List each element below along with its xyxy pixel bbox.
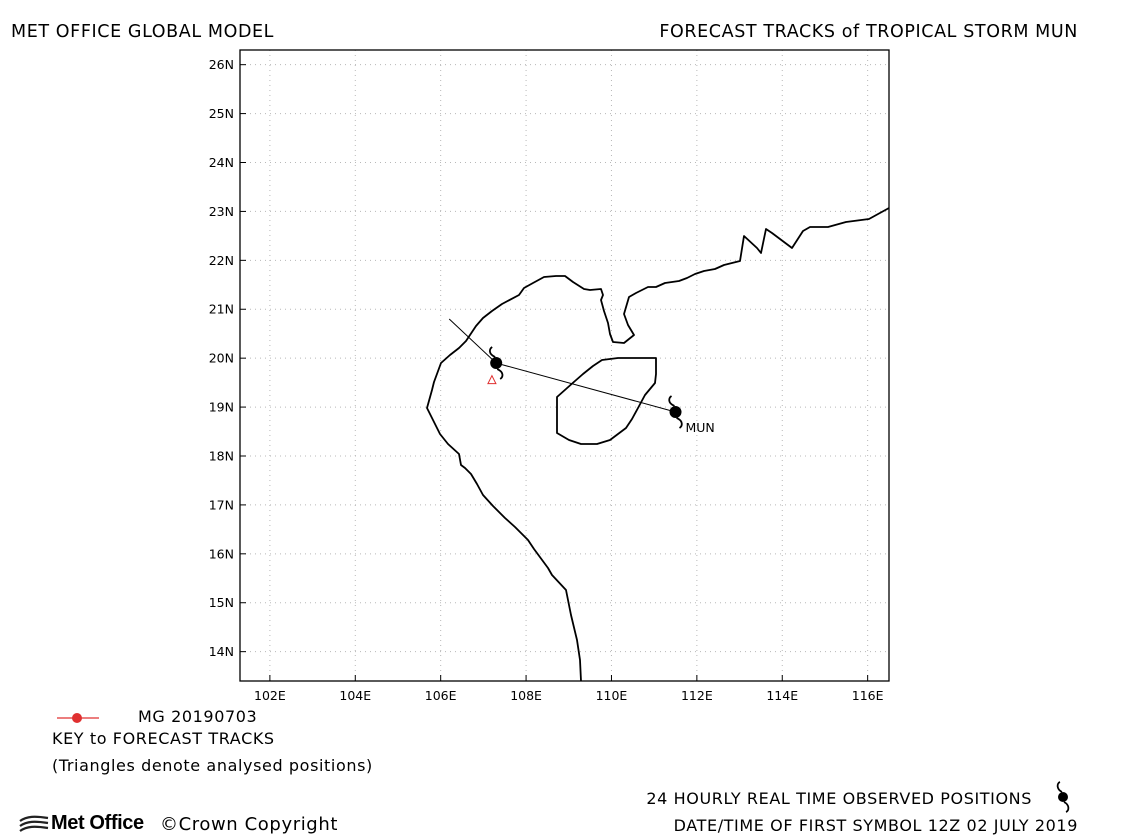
- analysed-position-triangle: [487, 374, 497, 385]
- lon-tick-label: 106E: [425, 688, 457, 703]
- map-grid: [240, 50, 889, 681]
- key-track-marker: [72, 713, 82, 723]
- hainan-island-coastline: [556, 357, 657, 445]
- lon-tick-label: 116E: [852, 688, 884, 703]
- map-axes: 26N 25N 24N 23N 22N 21N 20N 19N 18N 17N 16N 15N 14N 1…: [209, 57, 884, 703]
- coastline: [426, 207, 890, 682]
- key-note: (Triangles denote analysed positions): [52, 756, 373, 775]
- copyright-notice: ©Crown Copyright: [160, 814, 338, 835]
- lon-tick-label: 108E: [510, 688, 542, 703]
- storm-position-symbol: [489, 346, 504, 380]
- met-office-logo-icon: [19, 815, 49, 832]
- lat-tick-label: 20N: [209, 351, 234, 366]
- observed-symbol-icon: [1056, 781, 1070, 813]
- lat-tick-label: 15N: [209, 595, 234, 610]
- lat-tick-label: 24N: [209, 155, 234, 170]
- key-model-run: MG 20190703: [138, 707, 258, 726]
- lon-tick-label: 110E: [596, 688, 628, 703]
- lat-tick-label: 23N: [209, 204, 234, 219]
- met-office-logo: Met Office: [19, 812, 144, 835]
- lon-tick-label: 114E: [766, 688, 798, 703]
- lon-tick-label: 104E: [339, 688, 371, 703]
- lon-tick-label: 102E: [254, 688, 286, 703]
- observed-positions-text: 24 HOURLY REAL TIME OBSERVED POSITIONS: [646, 789, 1032, 808]
- key-title: KEY to FORECAST TRACKS: [52, 729, 275, 748]
- storm-position-symbol: [668, 395, 683, 429]
- lat-tick-label: 21N: [209, 302, 234, 317]
- header-model-title: MET OFFICE GLOBAL MODEL: [11, 22, 275, 42]
- forecast-track: [448, 318, 683, 429]
- storm-name-label: MUN: [686, 420, 715, 435]
- map-frame: [239, 49, 890, 682]
- lat-tick-label: 26N: [209, 57, 234, 72]
- header-forecast-title: FORECAST TRACKS of TROPICAL STORM MUN: [659, 22, 1078, 42]
- lat-tick-label: 16N: [209, 546, 234, 561]
- lat-tick-label: 25N: [209, 106, 234, 121]
- brand-name: Met Office: [51, 812, 144, 834]
- mainland-coastline: [426, 207, 890, 682]
- lat-tick-label: 22N: [209, 253, 234, 268]
- lat-tick-label: 19N: [209, 400, 234, 415]
- forecast-track-line: [448, 318, 676, 413]
- lat-tick-label: 17N: [209, 497, 234, 512]
- lat-tick-label: 14N: [209, 644, 234, 659]
- lon-tick-label: 112E: [681, 688, 713, 703]
- first-symbol-date: DATE/TIME OF FIRST SYMBOL 12Z 02 JULY 20…: [673, 816, 1078, 835]
- lat-tick-label: 18N: [209, 448, 234, 463]
